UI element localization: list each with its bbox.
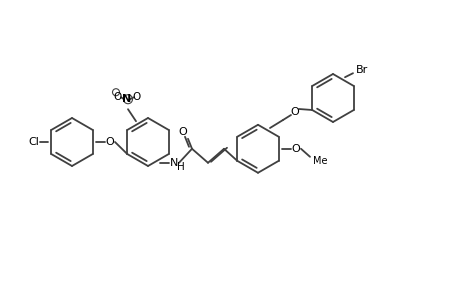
Text: N: N	[122, 94, 131, 104]
Text: O: O	[178, 127, 187, 137]
Text: O: O	[291, 144, 300, 154]
Text: H: H	[177, 162, 185, 172]
Text: N: N	[169, 158, 178, 168]
Text: O: O	[114, 92, 122, 102]
Text: O: O	[133, 92, 141, 102]
Text: Me: Me	[312, 156, 327, 166]
Text: O: O	[106, 137, 114, 147]
Text: Cl: Cl	[28, 137, 39, 147]
Text: O: O	[290, 107, 299, 117]
Text: Br: Br	[355, 65, 368, 75]
